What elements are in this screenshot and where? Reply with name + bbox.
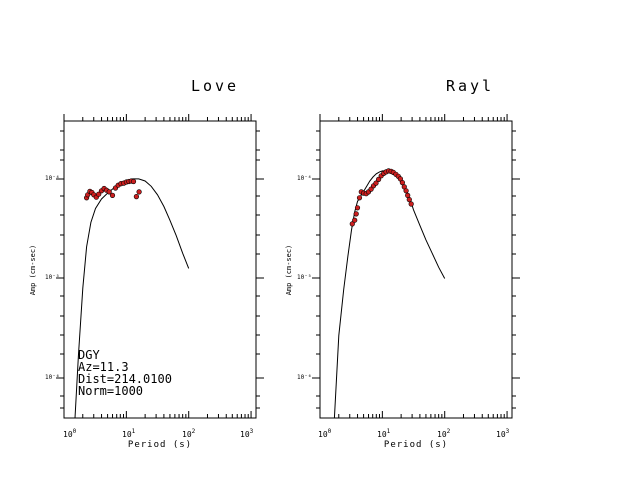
- rayleigh-title: Rayl: [446, 77, 494, 95]
- love-x-tick-label: 100: [63, 428, 77, 439]
- rayleigh-data-point: [373, 180, 379, 186]
- love-axis-ticks: [56, 114, 264, 418]
- love-observed-points: [83, 178, 142, 201]
- station-line: DGY: [78, 348, 100, 362]
- love-data-point: [109, 192, 116, 198]
- love-y-tick-label: 10⁻⁵: [45, 274, 59, 281]
- love-plot-frame: [63, 120, 257, 419]
- rayleigh-panel: Rayl 10⁻⁴ 10⁻⁵ 10⁻⁶ 100 101 102 103 Peri…: [285, 77, 520, 450]
- station-annotation: DGY Az=11.3 Dist=214.0100 Norm=1000: [78, 348, 172, 398]
- distance-line: Dist=214.0100: [78, 372, 172, 386]
- azimuth-line: Az=11.3: [78, 360, 129, 374]
- love-data-point: [106, 189, 112, 195]
- love-x-axis-label: Period (s): [128, 440, 192, 450]
- norm-line: Norm=1000: [78, 384, 143, 398]
- rayleigh-y-tick-labels: 10⁻⁴ 10⁻⁵ 10⁻⁶: [297, 175, 311, 381]
- rayleigh-data-point: [403, 188, 409, 194]
- rayleigh-x-tick-label: 103: [496, 428, 510, 439]
- rayleigh-observed-points: [349, 168, 414, 227]
- love-data-point: [130, 178, 137, 185]
- rayleigh-data-point: [353, 211, 359, 217]
- rayleigh-plot-frame: [319, 120, 513, 419]
- rayleigh-y-tick-label: 10⁻⁴: [297, 175, 311, 182]
- love-y-tick-labels: 10⁻⁴ 10⁻⁵ 10⁻⁶: [45, 175, 59, 381]
- rayleigh-model-line: [333, 170, 446, 419]
- rayleigh-x-tick-label: 101: [377, 428, 391, 439]
- rayleigh-data-point: [399, 180, 406, 186]
- love-y-tick-label: 10⁻⁴: [45, 175, 59, 182]
- rayleigh-axis-ticks: [312, 114, 520, 418]
- rayleigh-x-tick-labels: 100 101 102 103: [318, 428, 510, 439]
- rayleigh-y-tick-label: 10⁻⁵: [297, 274, 311, 281]
- rayleigh-data-point: [356, 195, 363, 201]
- love-y-tick-label: 10⁻⁶: [45, 374, 59, 381]
- rayleigh-data-point: [349, 221, 355, 227]
- rayleigh-y-tick-label: 10⁻⁶: [297, 374, 311, 381]
- rayleigh-x-axis-label: Period (s): [384, 440, 448, 450]
- love-data-point: [133, 194, 139, 200]
- love-y-axis-label: Amp (cm-sec): [29, 245, 37, 296]
- love-data-point: [96, 191, 102, 197]
- rayleigh-data-point: [408, 201, 414, 207]
- rayleigh-x-tick-label: 100: [318, 428, 332, 439]
- rayleigh-data-point: [352, 217, 358, 223]
- rayleigh-data-point: [354, 205, 361, 211]
- rayleigh-y-axis-label: Amp (cm-sec): [285, 245, 293, 296]
- love-x-tick-label: 101: [122, 428, 136, 439]
- love-x-tick-label: 102: [182, 428, 196, 439]
- rayleigh-data-point: [406, 197, 412, 203]
- love-panel: Love 10⁻⁴ 10⁻⁵ 10⁻⁶ 100 101 102 103 Peri…: [29, 77, 264, 450]
- love-x-tick-labels: 100 101 102 103: [63, 428, 254, 439]
- rayleigh-data-point: [376, 176, 382, 182]
- love-title: Love: [191, 77, 239, 95]
- love-x-tick-label: 103: [240, 428, 254, 439]
- rayleigh-x-tick-label: 102: [437, 428, 451, 439]
- love-data-point: [136, 189, 142, 195]
- rayleigh-model-curve: [333, 170, 446, 419]
